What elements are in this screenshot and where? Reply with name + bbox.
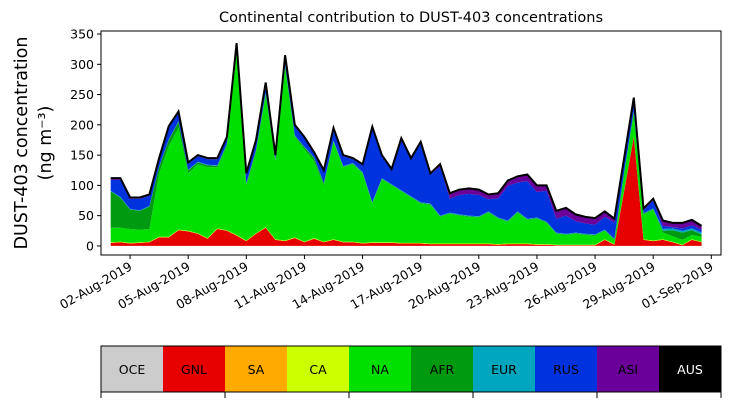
y-axis: 0 50 100 150 200 250 300 350	[70, 27, 101, 253]
legend-label-aus: AUS	[677, 362, 703, 377]
region-colorbar-legend: OCE GNL SA CA NA AFR EUR RUS ASI AUS	[100, 345, 722, 398]
legend-swatch-asi	[597, 346, 660, 392]
area-layers	[110, 42, 703, 246]
legend-label-ca: CA	[309, 362, 327, 377]
legend-label-oce: OCE	[119, 362, 146, 377]
total-outline	[110, 42, 703, 227]
y-tick-label: 100	[70, 178, 94, 193]
legend-label-rus: RUS	[553, 362, 579, 377]
legend-label-sa: SA	[248, 362, 265, 377]
legend-label-asi: ASI	[618, 362, 638, 377]
x-axis: 02-Aug-201905-Aug-201908-Aug-201911-Aug-…	[57, 255, 716, 312]
legend-swatch-gnl	[163, 346, 226, 392]
y-tick-label: 150	[70, 148, 94, 163]
y-tick-label: 300	[70, 57, 94, 72]
legend-swatch-sa	[225, 346, 288, 392]
legend-swatch-afr	[411, 346, 474, 392]
y-tick-label: 0	[86, 238, 94, 253]
y-tick-label: 350	[70, 27, 94, 42]
area-na	[110, 52, 702, 245]
legend-swatch-oce	[101, 346, 164, 392]
plot-frame	[100, 30, 722, 256]
legend-label-eur: EUR	[491, 362, 517, 377]
legend-swatch-na	[349, 346, 412, 392]
y-axis-label-line2: (ng m⁻³)	[36, 106, 56, 181]
legend-swatch-aus	[659, 346, 722, 392]
area-gnl	[110, 136, 702, 246]
chart-title: Continental contribution to DUST-403 con…	[219, 10, 603, 26]
legend-swatch-rus	[535, 346, 598, 392]
legend-frame	[100, 345, 722, 393]
legend-label-na: NA	[371, 362, 389, 377]
legend-label-afr: AFR	[430, 362, 455, 377]
legend-swatch-eur	[473, 346, 536, 392]
y-tick-label: 200	[70, 117, 94, 132]
y-tick-label: 250	[70, 87, 94, 102]
y-axis-label: DUST-403 concentration (ng m⁻³)	[12, 37, 56, 250]
y-tick-label: 50	[78, 208, 94, 223]
legend-swatch-ca	[287, 346, 350, 392]
y-axis-label-line1: DUST-403 concentration	[12, 37, 32, 250]
legend-label-gnl: GNL	[181, 362, 207, 377]
